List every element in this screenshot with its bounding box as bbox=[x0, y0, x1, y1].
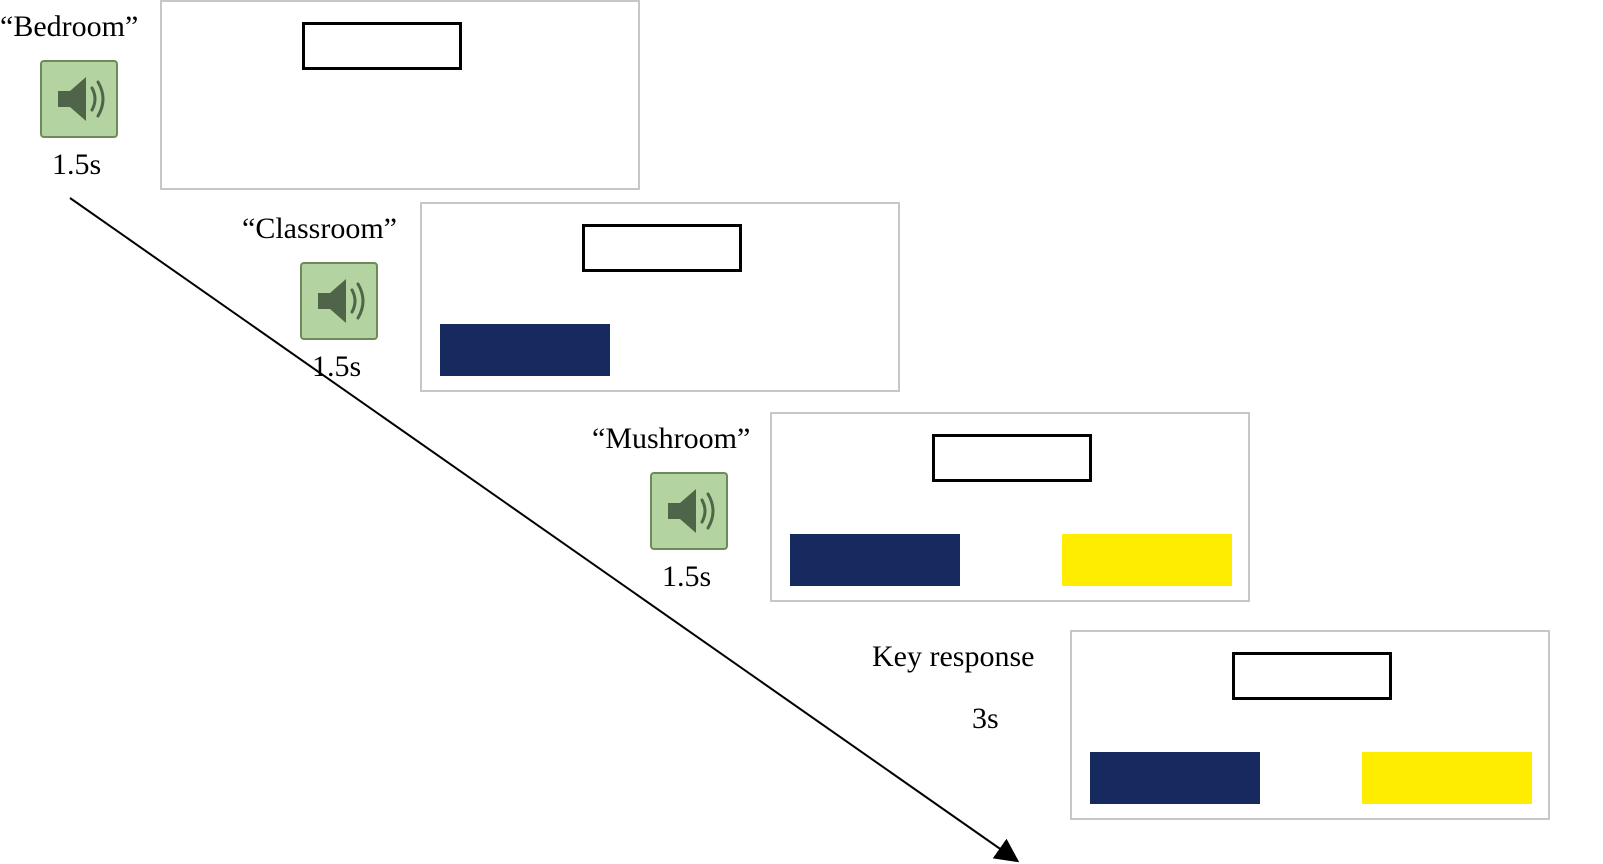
panel-4 bbox=[1070, 630, 1550, 820]
panel-2 bbox=[420, 202, 900, 392]
cue-label-2: “Classroom” bbox=[242, 212, 397, 245]
panel-3-bar-right bbox=[1062, 534, 1232, 586]
speaker-icon-2 bbox=[300, 262, 378, 340]
panel-2-bar-left bbox=[440, 324, 610, 376]
diagram-stage: “Bedroom” 1.5s “Classroom” 1.5s “Mushroo… bbox=[0, 0, 1603, 864]
panel-4-bar-right bbox=[1362, 752, 1532, 804]
time-label-3: 1.5s bbox=[662, 560, 711, 593]
cue-label-4: Key response bbox=[872, 640, 1034, 673]
panel-2-top-slot bbox=[582, 224, 742, 272]
panel-3-top-slot bbox=[932, 434, 1092, 482]
time-label-2: 1.5s bbox=[312, 350, 361, 383]
panel-4-bar-left bbox=[1090, 752, 1260, 804]
speaker-icon-3 bbox=[650, 472, 728, 550]
time-label-4: 3s bbox=[972, 702, 999, 735]
panel-3 bbox=[770, 412, 1250, 602]
cue-label-1: “Bedroom” bbox=[0, 10, 138, 43]
panel-1-top-slot bbox=[302, 22, 462, 70]
panel-1 bbox=[160, 0, 640, 190]
panel-3-bar-left bbox=[790, 534, 960, 586]
time-label-1: 1.5s bbox=[52, 148, 101, 181]
cue-label-3: “Mushroom” bbox=[592, 422, 750, 455]
speaker-icon-1 bbox=[40, 60, 118, 138]
panel-4-top-slot bbox=[1232, 652, 1392, 700]
